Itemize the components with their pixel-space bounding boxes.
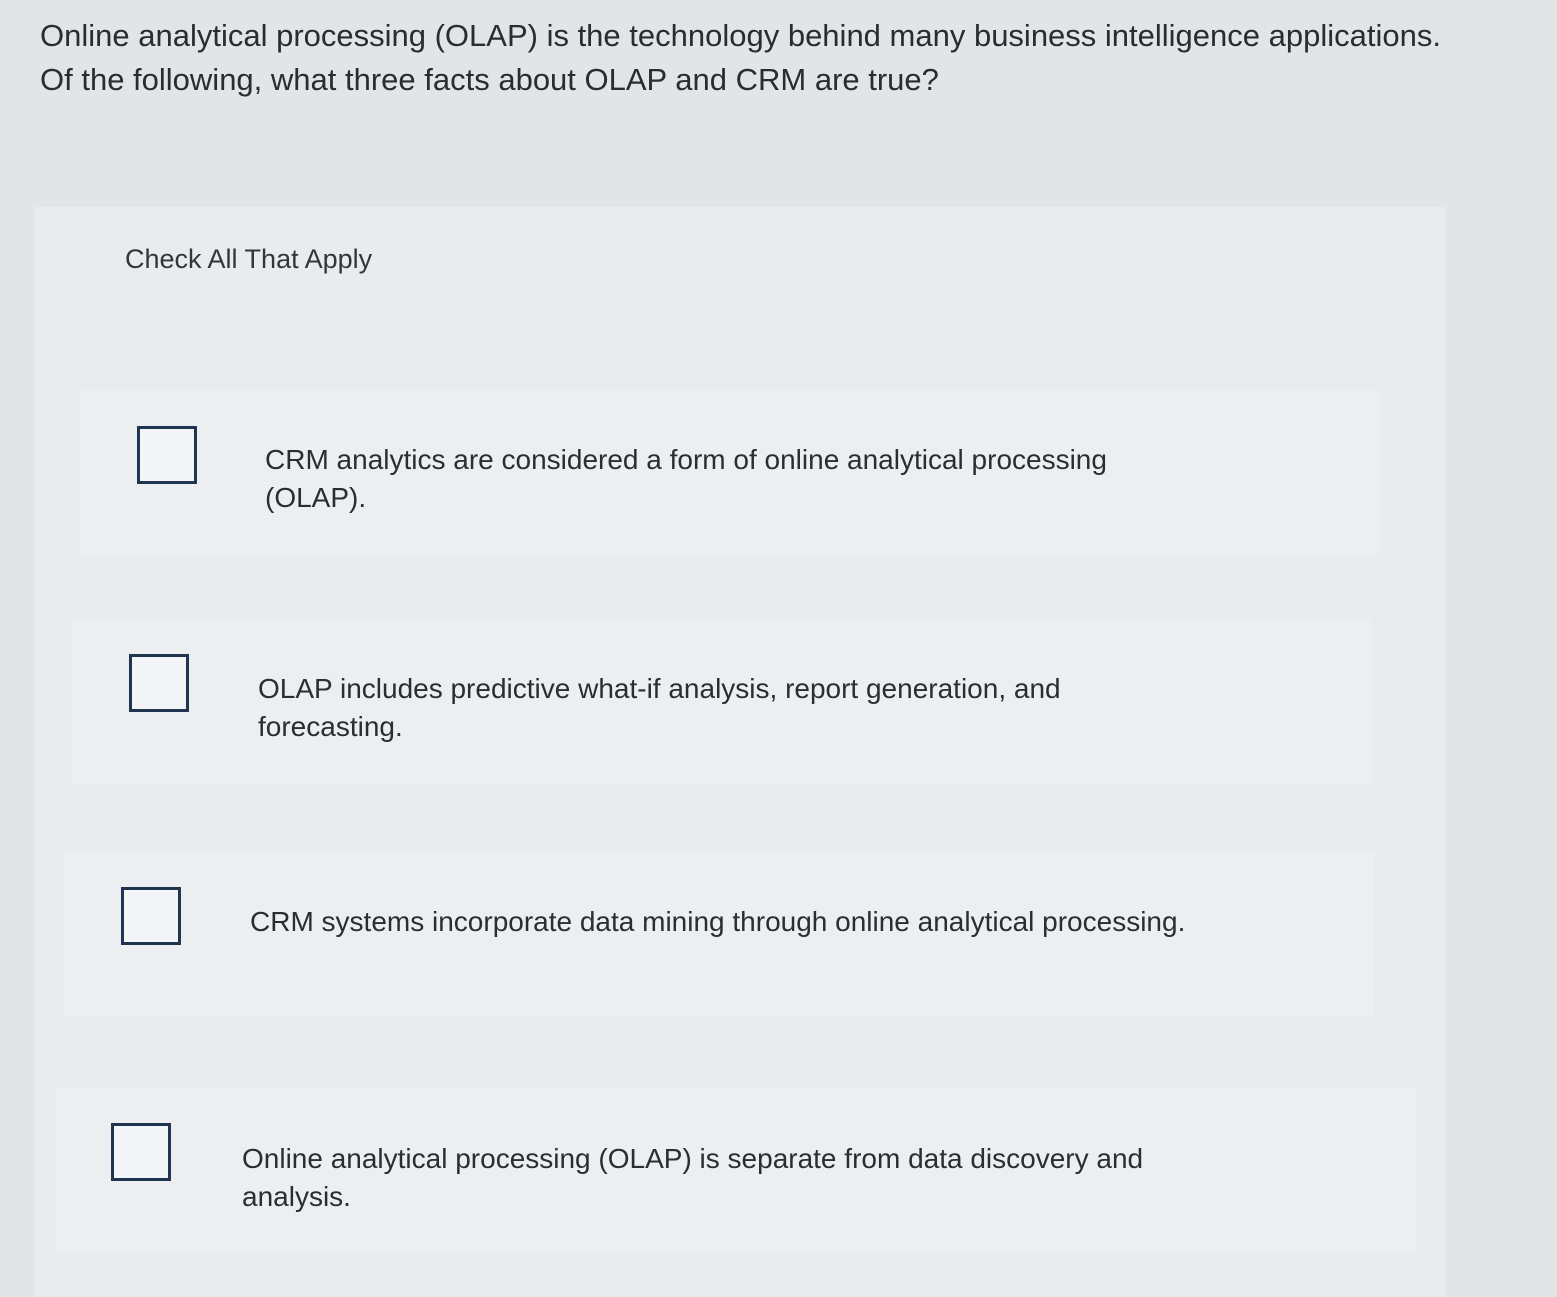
option-2-checkbox[interactable] — [129, 654, 189, 712]
option-1-label[interactable]: CRM analytics are considered a form of o… — [265, 444, 1107, 513]
option-3[interactable] — [64, 852, 1374, 1017]
question-text: Online analytical processing (OLAP) is t… — [40, 18, 1441, 97]
option-4-checkbox[interactable] — [111, 1123, 171, 1181]
option-2-label[interactable]: OLAP includes predictive what-if analysi… — [258, 673, 1061, 742]
option-2[interactable] — [72, 620, 1372, 785]
option-1[interactable] — [80, 390, 1380, 555]
option-1-checkbox[interactable] — [137, 426, 197, 484]
option-3-label[interactable]: CRM systems incorporate data mining thro… — [250, 906, 1186, 937]
option-3-checkbox[interactable] — [121, 887, 181, 945]
instruction-label: Check All That Apply — [125, 244, 373, 274]
option-4-label[interactable]: Online analytical processing (OLAP) is s… — [242, 1143, 1144, 1212]
option-4[interactable] — [56, 1088, 1416, 1253]
